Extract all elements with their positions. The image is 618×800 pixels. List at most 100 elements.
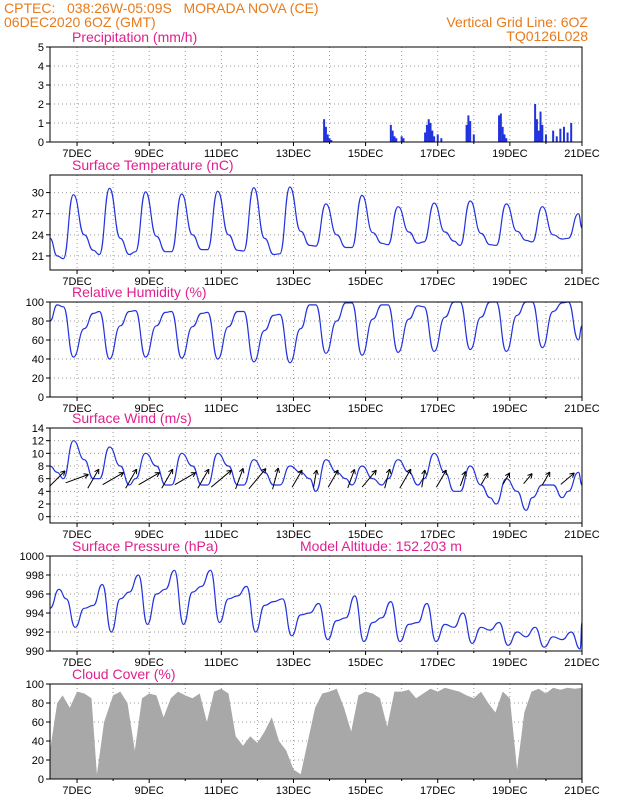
x-tick-label: 15DEC [348, 529, 384, 541]
wind-arrow [197, 468, 210, 489]
wind-arrow [327, 469, 339, 488]
cloud-cover-panel: Cloud Cover (%) 0 20 40 60 80 100 7DEC 9DEC 11DEC… [26, 666, 600, 797]
y-tick-label: 60 [32, 335, 44, 347]
x-tick-label: 21DEC [564, 276, 600, 288]
wind-arrow [102, 472, 125, 486]
y-tick-label: 0 [38, 512, 44, 524]
x-tick-label: 17DEC [420, 657, 456, 669]
x-tick-label: 15DEC [348, 403, 384, 415]
y-tick-label: 4 [38, 486, 44, 498]
x-tick-label: 13DEC [276, 276, 312, 288]
x-tick-label: 13DEC [276, 785, 312, 797]
precip-bar [324, 126, 327, 142]
x-tick-label: 19DEC [492, 403, 528, 415]
precip-bar [566, 132, 569, 142]
plot-frame [49, 46, 583, 143]
x-tick-label: 9DEC [135, 785, 164, 797]
header-grid-line: Vertical Grid Line: 6OZ [446, 14, 588, 30]
pressure-title: Surface Pressure (hPa) [72, 538, 218, 554]
x-tick-label: 11DEC [204, 276, 239, 288]
x-tick-label: 21DEC [564, 403, 600, 415]
temperature-panel: Surface Temperature (nC) 21 24 27 30 7DEC 9DEC… [32, 157, 600, 288]
wind-arrow [459, 471, 467, 487]
x-tick-label: 17DEC [420, 529, 456, 541]
precip-bar [436, 134, 439, 142]
wind-arrow [361, 469, 377, 488]
precip-bar [505, 138, 508, 142]
x-tick-label: 13DEC [276, 529, 312, 541]
y-tick-label: 3 [38, 80, 44, 92]
x-tick-label: 9DEC [135, 276, 164, 288]
x-tick-label: 19DEC [492, 785, 528, 797]
x-tick-label: 7DEC [62, 657, 91, 669]
x-tick-label: 11DEC [204, 403, 239, 415]
precip-bar [440, 138, 443, 142]
x-tick-label: 19DEC [492, 148, 528, 160]
wind-series-line [49, 440, 583, 511]
y-tick-label: 1 [38, 118, 44, 130]
precip-bar [499, 113, 502, 142]
wind-arrow [421, 469, 427, 488]
y-tick-label: 4 [38, 61, 44, 73]
x-tick-label: 15DEC [348, 148, 384, 160]
wind-arrow [87, 468, 100, 489]
y-tick-label: 0 [38, 392, 44, 404]
precipitation-panel: Precipitation (mm/h) 0 1 2 3 4 5 7DEC 9DEC 11DEC 1… [38, 29, 600, 160]
humidity-title: Relative Humidity (%) [72, 284, 207, 300]
x-tick-label: 15DEC [348, 785, 384, 797]
wind-arrow [523, 473, 533, 485]
precipitation-title: Precipitation (mm/h) [72, 29, 197, 45]
precip-bar [326, 134, 329, 142]
x-tick-label: 17DEC [420, 276, 456, 288]
wind-arrow [161, 468, 174, 489]
precip-bar [472, 134, 475, 142]
wind-arrow [560, 472, 575, 485]
wind-arrow [174, 472, 197, 486]
wind-arrow [138, 472, 161, 486]
precip-bar [433, 136, 436, 142]
y-tick-label: 12 [32, 436, 44, 448]
wind-arrow [347, 468, 356, 489]
y-tick-label: 5 [38, 42, 44, 54]
x-tick-label: 19DEC [492, 529, 528, 541]
pressure-series-line [49, 569, 583, 650]
humidity-series-line [49, 301, 583, 364]
wind-arrow [480, 472, 489, 485]
precip-bar [328, 138, 331, 142]
precip-bar [427, 119, 430, 142]
precip-bar [555, 136, 558, 142]
x-tick-label: 11DEC [204, 657, 239, 669]
temperature-title: Surface Temperature (nC) [72, 157, 234, 173]
x-tick-label: 9DEC [135, 403, 164, 415]
wind-arrow [272, 467, 280, 490]
precip-bar [389, 124, 392, 142]
y-tick-label: 24 [32, 230, 44, 242]
y-tick-label: 996 [26, 589, 44, 601]
humidity-panel: Relative Humidity (%) 0 20 40 60 80 100 7DEC 9DE… [26, 284, 600, 415]
x-tick-label: 21DEC [564, 148, 600, 160]
pressure-panel: Surface Pressure (hPa) Model Altitude: 15… [20, 538, 600, 669]
y-tick-label: 21 [32, 251, 44, 263]
header-date: 06DEC2020 6OZ (GMT) [4, 14, 156, 30]
y-tick-label: 10 [32, 448, 44, 460]
wind-arrow [399, 468, 412, 489]
x-tick-label: 7DEC [62, 785, 91, 797]
x-tick-label: 19DEC [492, 276, 528, 288]
x-tick-label: 21DEC [564, 785, 600, 797]
x-tick-label: 7DEC [62, 276, 91, 288]
y-tick-label: 2 [38, 499, 44, 511]
x-tick-label: 11DEC [204, 529, 239, 541]
x-tick-label: 21DEC [564, 657, 600, 669]
y-tick-label: 990 [26, 646, 44, 658]
precip-bar [570, 123, 573, 142]
wind-arrow [313, 469, 319, 488]
wind-arrow [65, 473, 89, 484]
precip-bar [429, 123, 432, 142]
precip-bar [402, 138, 405, 142]
x-tick-label: 11DEC [204, 148, 239, 160]
x-tick-label: 21DEC [564, 529, 600, 541]
cloud-cover-area [50, 687, 582, 779]
y-tick-label: 6 [38, 474, 44, 486]
wind-arrow [248, 468, 267, 490]
